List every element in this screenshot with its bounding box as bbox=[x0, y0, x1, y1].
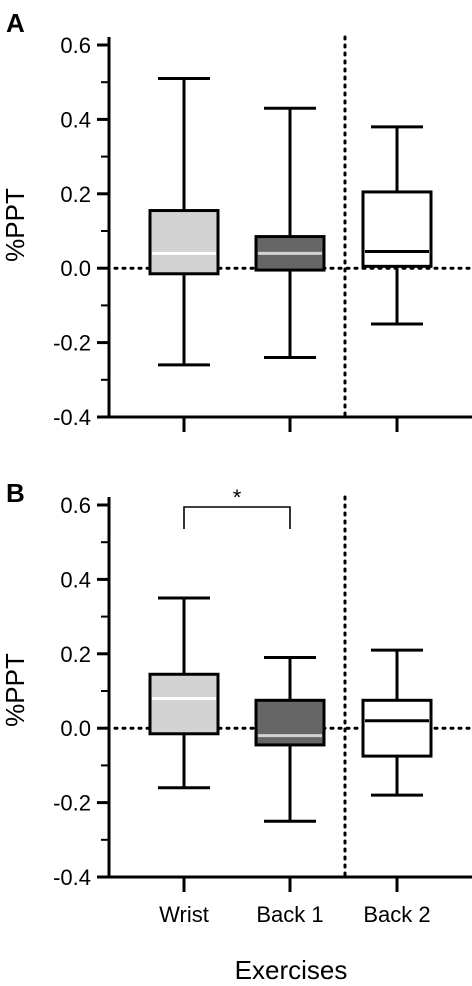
panel-a-y-tick-label: 0.0 bbox=[60, 256, 91, 281]
iqr-box bbox=[361, 698, 433, 758]
panel-a-y-tick-label: -0.2 bbox=[53, 331, 91, 356]
panel-a-ylabel: %PPT bbox=[0, 188, 30, 262]
iqr-box bbox=[148, 209, 220, 276]
panel-b-y-tick-label: 0.4 bbox=[60, 567, 91, 592]
panel-a-box-back-1 bbox=[254, 106, 326, 359]
significance-bracket bbox=[183, 506, 291, 529]
panel-a-y-tick-label: -0.4 bbox=[53, 405, 91, 430]
panel-b-y-tick-label: 0.0 bbox=[60, 716, 91, 741]
panel-b-box-back-2 bbox=[361, 648, 433, 797]
panel-a-box-back-2 bbox=[361, 125, 433, 326]
iqr-box bbox=[148, 672, 220, 736]
panel-b-y-tick-label: -0.4 bbox=[53, 865, 91, 890]
panel-b: -0.4 -0.2 0.0 0.2 0.4 0.6 * Wrist Back 1 Back 2 bbox=[53, 485, 472, 927]
iqr-box bbox=[361, 190, 433, 268]
x-axis-title: Exercises bbox=[235, 955, 348, 985]
x-category-label: Back 1 bbox=[256, 902, 323, 927]
panel-b-y-tick-label: -0.2 bbox=[53, 791, 91, 816]
panel-a-y-tick-label: 0.2 bbox=[60, 182, 91, 207]
panel-a-y-tick-label: 0.4 bbox=[60, 107, 91, 132]
x-category-label: Wrist bbox=[159, 902, 209, 927]
x-category-label: Back 2 bbox=[363, 902, 430, 927]
panel-b-box-back-1 bbox=[254, 656, 326, 823]
panel-a-y-tick-label: 0.6 bbox=[60, 33, 91, 58]
plot-area: -0.4 -0.2 0.0 0.2 0.4 0.6 -0.4 -0.2 0.0 0.2 0.4 0.6… bbox=[53, 33, 472, 927]
panel-b-box-wrist bbox=[148, 596, 220, 790]
panel-a-box-wrist bbox=[148, 76, 220, 367]
iqr-box bbox=[254, 698, 326, 747]
panel-b-y-tick-label: 0.6 bbox=[60, 493, 91, 518]
panel-b-ylabel: %PPT bbox=[0, 653, 30, 727]
panel-a-letter: A bbox=[6, 8, 25, 38]
panel-b-y-tick-label: 0.2 bbox=[60, 642, 91, 667]
significance-star: * bbox=[233, 485, 242, 510]
panel-a: -0.4 -0.2 0.0 0.2 0.4 0.6 bbox=[53, 33, 472, 432]
panel-b-letter: B bbox=[6, 478, 25, 508]
